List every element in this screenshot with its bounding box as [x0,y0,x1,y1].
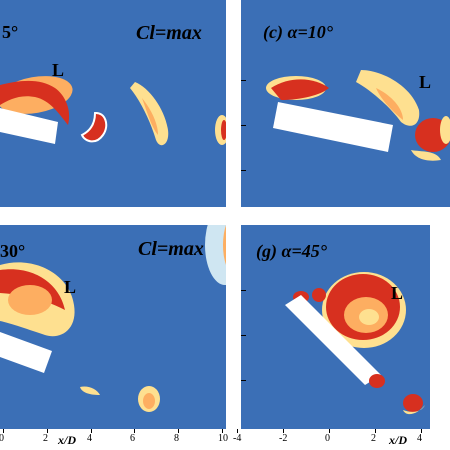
panel-top-right: (c) α=10° L [241,0,450,207]
panel-letter: (g) [256,241,277,261]
x-tick-label: 4 [87,433,92,444]
alpha-label: α=10° [287,22,333,42]
x-tick [329,429,330,433]
panel-top-left: 5° Cl=max L [0,0,226,207]
x-axis-label: x/D [389,433,407,447]
x-tick-label: 6 [130,433,135,444]
contour-plot [285,272,425,415]
x-tick-label: -2 [279,433,288,444]
contour-plot [266,70,450,161]
vortex-label: L [419,72,432,92]
y-tick [241,380,246,381]
x-axis-label: x/D [58,433,76,447]
x-tick [222,429,223,433]
y-tick [241,80,246,81]
panel-bottom-right: (g) α=45° L [241,225,430,429]
y-tick [241,170,246,171]
panel-bottom-left: 30° Cl=max L [0,225,226,429]
x-tick [421,429,422,433]
vortex-label: L [391,283,404,303]
panel-letter: (c) [263,22,283,42]
y-tick [241,335,246,336]
y-tick [241,125,246,126]
x-tick [134,429,135,433]
panel-title: 30° [0,241,26,261]
x-tick [91,429,92,433]
x-tick-label: 8 [174,433,179,444]
panel-title: (c) α=10° [263,22,333,43]
vortex-label: L [64,277,77,297]
panel-title: 5° [2,22,19,42]
y-tick [241,290,246,291]
contour-plot [0,225,226,412]
x-tick-label: 2 [371,433,376,444]
x-tick-label: 2 [43,433,48,444]
x-tick [47,429,48,433]
x-tick-label: -4 [233,433,242,444]
alpha-label: α=45° [281,241,327,261]
x-tick [237,429,238,433]
x-tick [375,429,376,433]
x-tick-label: 0 [0,433,4,444]
x-axis-left: 0 2 4 6 8 10 [0,429,228,450]
vortex-label: L [52,60,65,80]
panel-title: (g) α=45° [256,241,327,262]
x-tick [283,429,284,433]
contour-plot [0,76,226,146]
x-tick [178,429,179,433]
x-tick-label: 10 [218,433,228,444]
cl-label: Cl=max [138,238,204,260]
x-axis-right: -4 -2 0 2 4 [233,429,430,450]
x-tick-label: 0 [325,433,330,444]
x-tick-label: 4 [417,433,422,444]
x-tick [3,429,4,433]
cl-label: Cl=max [136,22,202,44]
